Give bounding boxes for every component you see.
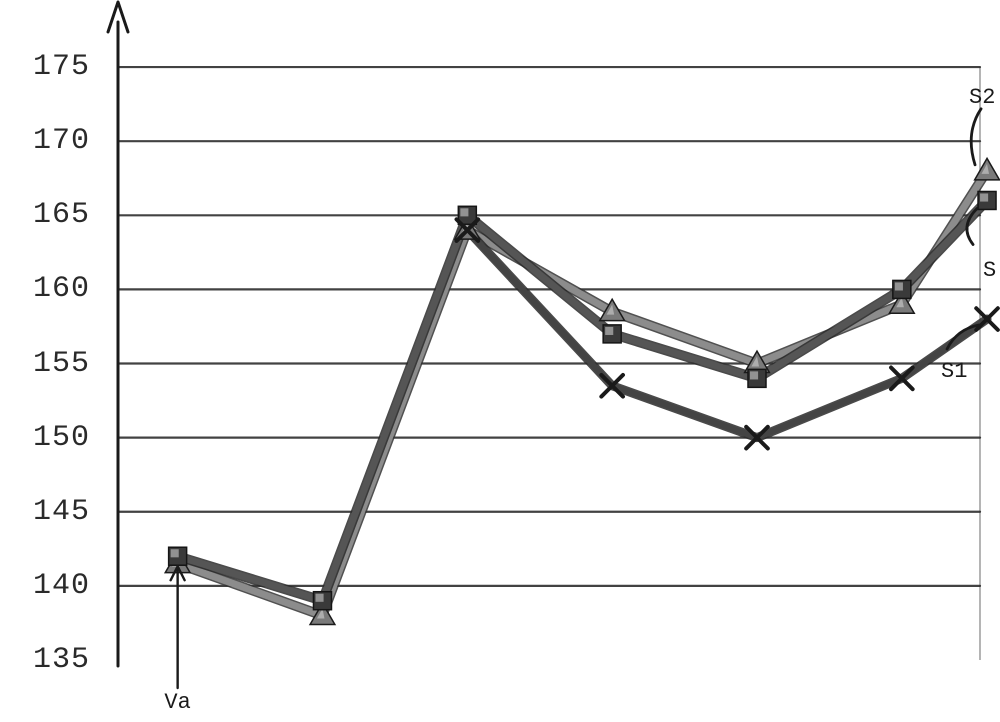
- y-tick-label: 135: [0, 643, 90, 677]
- chart-svg: [0, 0, 1000, 722]
- y-tick-label: 145: [0, 495, 90, 529]
- series-label-s1: S1: [941, 359, 967, 384]
- chart-container: 135 140 145 150 155 160 165 170 175 S S2 S1 Va: [0, 0, 1000, 722]
- series-label-s: S: [983, 258, 996, 283]
- y-tick-label: 160: [0, 272, 90, 306]
- y-tick-label: 175: [0, 50, 90, 84]
- y-tick-label: 155: [0, 347, 90, 381]
- y-tick-label: 165: [0, 198, 90, 232]
- va-label: Va: [164, 690, 190, 715]
- y-tick-label: 140: [0, 569, 90, 603]
- y-tick-label: 150: [0, 421, 90, 455]
- y-tick-label: 170: [0, 124, 90, 158]
- series-label-s2: S2: [969, 85, 995, 110]
